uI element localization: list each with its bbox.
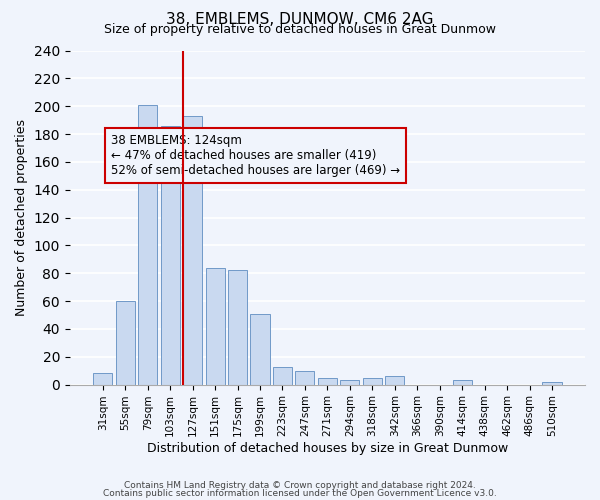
Bar	[250, 314, 269, 384]
Bar	[273, 366, 292, 384]
Text: Contains public sector information licensed under the Open Government Licence v3: Contains public sector information licen…	[103, 488, 497, 498]
X-axis label: Distribution of detached houses by size in Great Dunmow: Distribution of detached houses by size …	[147, 442, 508, 455]
Bar	[452, 380, 472, 384]
Bar	[363, 378, 382, 384]
Text: 38 EMBLEMS: 124sqm
← 47% of detached houses are smaller (419)
52% of semi-detach: 38 EMBLEMS: 124sqm ← 47% of detached hou…	[111, 134, 400, 177]
Bar	[295, 370, 314, 384]
Bar	[161, 126, 179, 384]
Text: Contains HM Land Registry data © Crown copyright and database right 2024.: Contains HM Land Registry data © Crown c…	[124, 481, 476, 490]
Bar	[340, 380, 359, 384]
Text: Size of property relative to detached houses in Great Dunmow: Size of property relative to detached ho…	[104, 22, 496, 36]
Bar	[228, 270, 247, 384]
Bar	[385, 376, 404, 384]
Bar	[542, 382, 562, 384]
Bar	[93, 374, 112, 384]
Bar	[116, 301, 135, 384]
Bar	[206, 268, 224, 384]
Text: 38, EMBLEMS, DUNMOW, CM6 2AG: 38, EMBLEMS, DUNMOW, CM6 2AG	[166, 12, 434, 28]
Y-axis label: Number of detached properties: Number of detached properties	[15, 119, 28, 316]
Bar	[138, 105, 157, 384]
Bar	[318, 378, 337, 384]
Bar	[183, 116, 202, 384]
